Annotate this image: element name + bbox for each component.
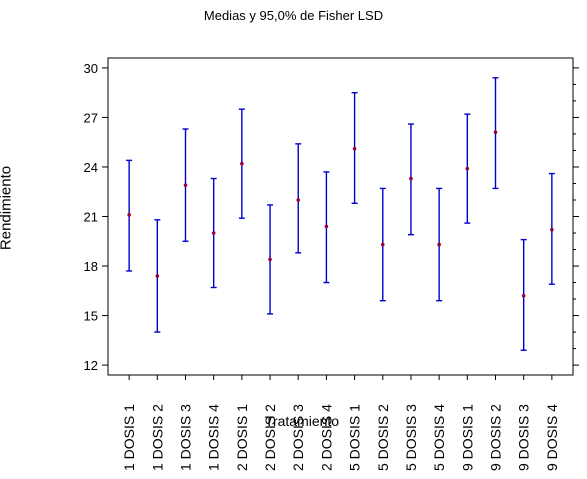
y-tick-label: 27	[84, 110, 98, 125]
x-tick-label: 1 DOSIS 4	[206, 404, 222, 471]
y-tick-label: 30	[84, 61, 98, 76]
mean-point	[183, 183, 188, 187]
x-tick-label: 9 DOSIS 3	[516, 404, 532, 471]
mean-point	[127, 213, 131, 217]
mean-point	[324, 224, 329, 229]
mean-point	[493, 130, 498, 135]
plot-frame	[107, 57, 574, 376]
error-bars	[126, 77, 555, 351]
x-tick-label: 5 DOSIS 4	[431, 404, 447, 471]
mean-point	[521, 293, 526, 298]
mean-point	[211, 231, 216, 235]
x-tick-label: 2 DOSIS 2	[262, 404, 278, 471]
x-tick-label: 2 DOSIS 4	[318, 404, 334, 471]
x-tick-label: 5 DOSIS 1	[347, 404, 363, 471]
x-tick-label: 2 DOSIS 3	[290, 404, 306, 471]
mean-point	[268, 257, 272, 262]
x-tick-label: 5 DOSIS 2	[375, 404, 391, 471]
x-tick-label: 9 DOSIS 4	[544, 404, 560, 471]
mean-point	[409, 176, 413, 181]
x-tick-label: 2 DOSIS 1	[234, 404, 250, 471]
y-axis-label: Rendimiento	[0, 165, 15, 251]
y-tick-label: 24	[84, 160, 98, 175]
y-tick-label: 15	[84, 309, 98, 324]
mean-point	[155, 274, 160, 278]
x-tick-label: 1 DOSIS 3	[178, 404, 194, 471]
y-tick-label: 21	[84, 210, 98, 225]
y-tick-label: 18	[84, 259, 98, 274]
mean-point	[296, 198, 301, 202]
mean-point	[352, 147, 357, 151]
tick-labels: 12 15 18 21 24 27 30 1 DOSIS 1 1 DOSIS 2 1 DOSIS …	[84, 61, 560, 471]
x-tick-label: 1 DOSIS 2	[149, 404, 165, 471]
x-tick-label: 5 DOSIS 3	[403, 404, 419, 471]
x-tick-label: 1 DOSIS 1	[121, 404, 137, 471]
y-tick-label: 12	[84, 358, 98, 373]
mean-point	[465, 166, 470, 171]
x-tick-label: 9 DOSIS 2	[488, 404, 504, 471]
x-tick-label: 9 DOSIS 1	[459, 404, 475, 471]
x-axis-label: Tratamiento	[264, 413, 340, 429]
mean-point	[380, 242, 385, 247]
mean-point	[550, 227, 554, 232]
mean-point	[240, 161, 244, 166]
chart-title: Medias y 95,0% de Fisher LSD	[203, 8, 384, 23]
mean-point	[437, 242, 441, 247]
axes	[102, 57, 579, 380]
